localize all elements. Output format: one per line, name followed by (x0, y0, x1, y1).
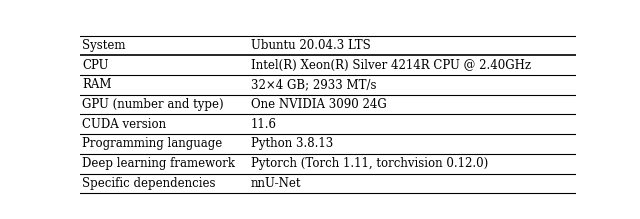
Text: 32×4 GB; 2933 MT/s: 32×4 GB; 2933 MT/s (251, 78, 376, 91)
Text: nnU-Net: nnU-Net (251, 177, 301, 190)
Text: Python 3.8.13: Python 3.8.13 (251, 138, 333, 150)
Text: CUDA version: CUDA version (83, 118, 166, 131)
Text: Pytorch (Torch 1.11, torchvision 0.12.0): Pytorch (Torch 1.11, torchvision 0.12.0) (251, 157, 488, 170)
Text: 11.6: 11.6 (251, 118, 277, 131)
Text: Specific dependencies: Specific dependencies (83, 177, 216, 190)
Text: Ubuntu 20.04.3 LTS: Ubuntu 20.04.3 LTS (251, 39, 371, 52)
Text: One NVIDIA 3090 24G: One NVIDIA 3090 24G (251, 98, 387, 111)
Text: CPU: CPU (83, 59, 109, 72)
Text: Intel(R) Xeon(R) Silver 4214R CPU @ 2.40GHz: Intel(R) Xeon(R) Silver 4214R CPU @ 2.40… (251, 59, 531, 72)
Text: Programming language: Programming language (83, 138, 223, 150)
Text: Deep learning framework: Deep learning framework (83, 157, 236, 170)
Text: GPU (number and type): GPU (number and type) (83, 98, 224, 111)
Text: RAM: RAM (83, 78, 112, 91)
Text: System: System (83, 39, 126, 52)
